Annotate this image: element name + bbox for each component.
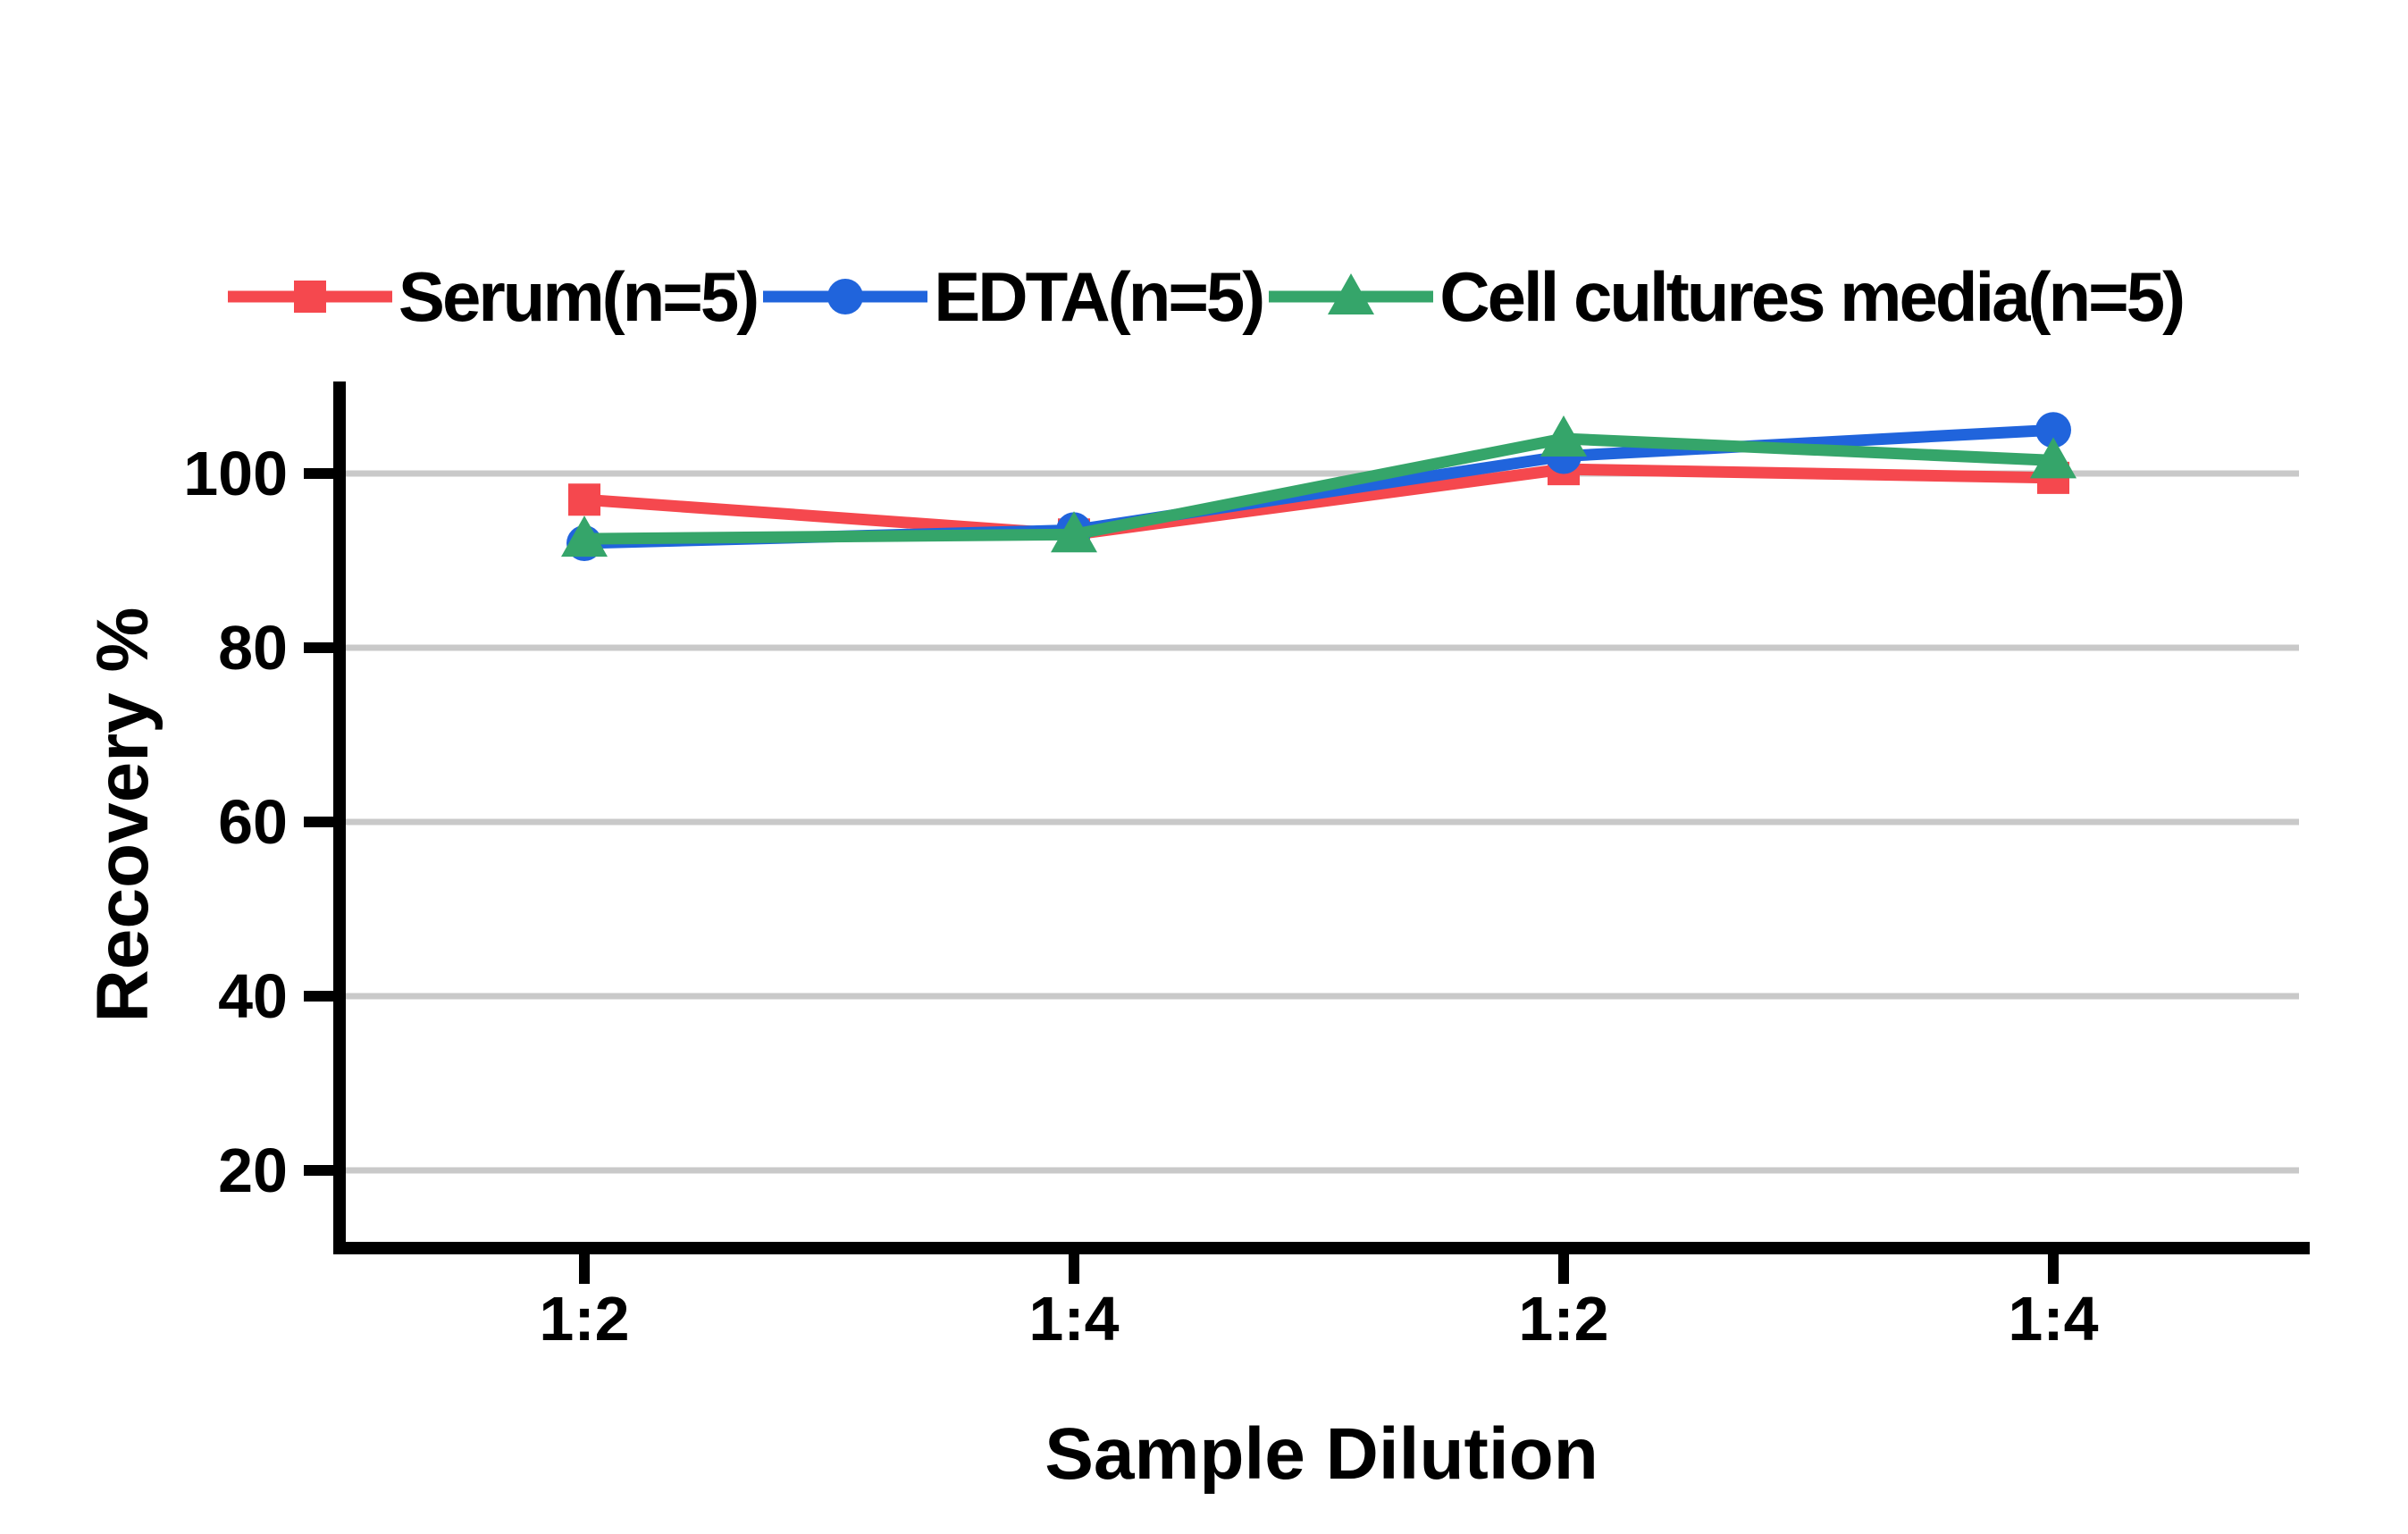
y-tick-20 xyxy=(304,1165,333,1176)
legend-item-serum: Serum(n=5) xyxy=(225,256,759,338)
y-tick-60 xyxy=(304,817,333,827)
data-point-triangle-0 xyxy=(561,516,608,557)
data-point-triangle-2 xyxy=(1540,415,1587,457)
legend-item-cell-cultures-media: Cell cultures media(n=5) xyxy=(1266,256,2186,338)
y-tick-40 xyxy=(304,991,333,1002)
series-line-triangle xyxy=(583,432,2054,545)
y-tick-label-60: 60 xyxy=(218,787,288,857)
legend-label-edta: EDTA(n=5) xyxy=(934,256,1265,336)
x-tick-2 xyxy=(1558,1254,1569,1284)
legend-marker-triangle xyxy=(1328,273,1375,314)
y-tick-label-40: 40 xyxy=(218,961,288,1031)
legend-item-edta: EDTA(n=5) xyxy=(760,256,1265,338)
y-tick-label-80: 80 xyxy=(218,613,288,683)
legend-label-serum: Serum(n=5) xyxy=(398,256,759,336)
data-point-circle-3 xyxy=(2035,412,2071,448)
y-tick-100 xyxy=(304,468,333,479)
y-tick-80 xyxy=(304,642,333,653)
x-tick-3 xyxy=(2048,1254,2059,1284)
y-tick-label-20: 20 xyxy=(218,1136,288,1205)
data-point-square-0 xyxy=(568,483,600,516)
legend-marker-square xyxy=(293,281,326,313)
x-tick-0 xyxy=(579,1254,590,1284)
cell-cultures-line-triangle-icon xyxy=(1269,273,1434,314)
series-line-square xyxy=(583,463,2054,541)
x-tick-label-1: 1:4 xyxy=(1028,1284,1119,1354)
y-tick-label-100: 100 xyxy=(183,439,288,508)
y-axis-line xyxy=(333,381,346,1254)
edta-line-circle-icon xyxy=(763,279,928,314)
legend-marker-circle xyxy=(827,279,864,314)
legend-label-cell-cultures-media: Cell cultures media(n=5) xyxy=(1439,256,2186,336)
x-axis-title: Sample Dilution xyxy=(1045,1413,1598,1495)
data-point-triangle-3 xyxy=(2030,437,2077,479)
x-tick-1 xyxy=(1069,1254,1079,1284)
x-axis-line xyxy=(333,1242,2310,1254)
x-tick-label-2: 1:2 xyxy=(1518,1284,1608,1354)
chart-legend: Serum(n=5) EDTA(n=5) Cell cultures media… xyxy=(0,256,2408,338)
x-tick-label-0: 1:2 xyxy=(539,1284,629,1354)
data-point-triangle-1 xyxy=(1051,511,1097,553)
x-tick-label-3: 1:4 xyxy=(2008,1284,2098,1354)
y-axis-title: Recovery % xyxy=(82,607,164,1023)
serum-line-square-icon xyxy=(227,281,392,313)
